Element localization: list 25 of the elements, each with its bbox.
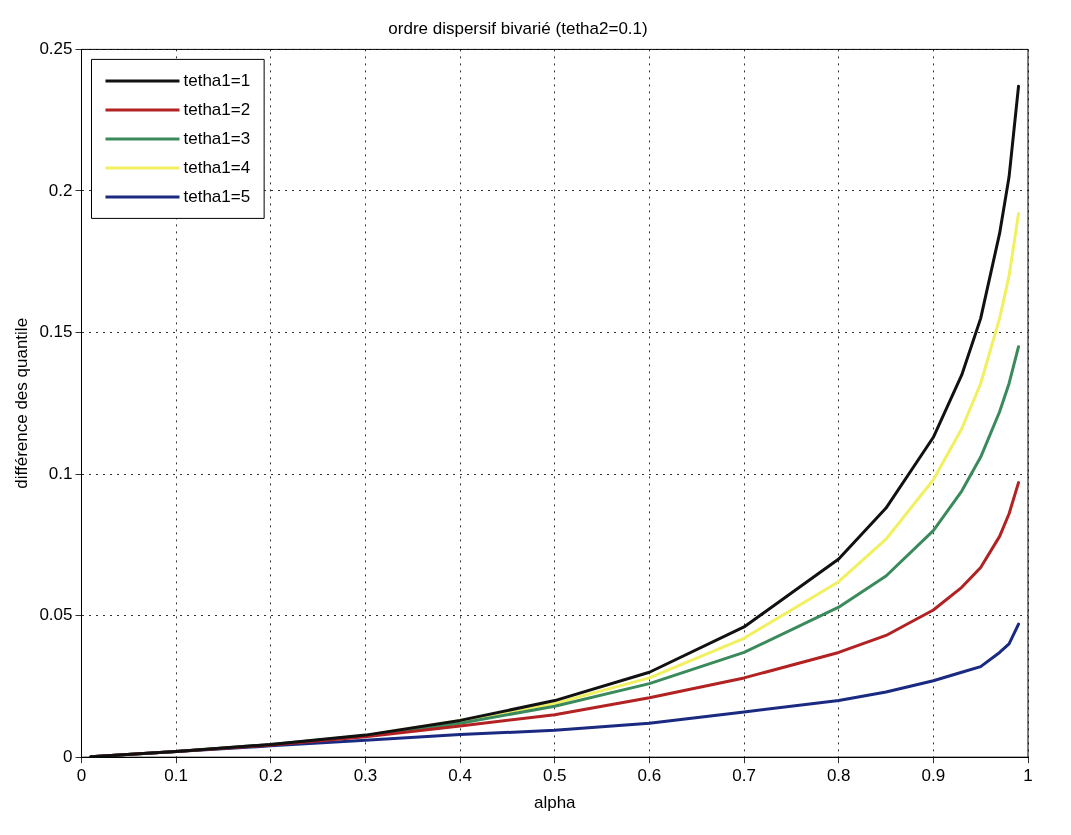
y-tick-label: 0.05 [39, 605, 73, 625]
chart-title: ordre dispersif bivarié (tetha2=0.1) [388, 18, 648, 38]
legend-label: tetha1=5 [183, 186, 251, 206]
y-tick-label: 0.25 [39, 39, 73, 59]
y-tick-label: 0.15 [39, 322, 73, 342]
y-axis-title: différence des quantile [11, 317, 31, 489]
x-tick-label: 0.9 [921, 766, 946, 786]
legend-label: tetha1=1 [183, 70, 251, 90]
x-tick-label: 0.3 [353, 766, 378, 786]
x-tick-label: 0.8 [826, 766, 851, 786]
x-tick-label: 0.1 [164, 766, 188, 786]
x-axis-title: alpha [533, 793, 577, 813]
x-tick-label: 0.5 [542, 766, 567, 786]
legend-label: tetha1=2 [183, 99, 251, 119]
x-tick-label: 0.7 [732, 766, 756, 786]
x-tick-label: 0.2 [258, 766, 283, 786]
x-tick-label: 1 [1023, 766, 1033, 786]
y-tick-label: 0.1 [48, 463, 73, 483]
legend-label: tetha1=3 [183, 128, 251, 148]
legend-label: tetha1=4 [183, 157, 251, 177]
x-tick-label: 0 [76, 766, 87, 786]
y-tick-label: 0.2 [48, 180, 73, 200]
x-tick-label: 0.6 [637, 766, 662, 786]
x-tick-label: 0.4 [448, 766, 472, 786]
y-tick-label: 0 [63, 746, 73, 766]
